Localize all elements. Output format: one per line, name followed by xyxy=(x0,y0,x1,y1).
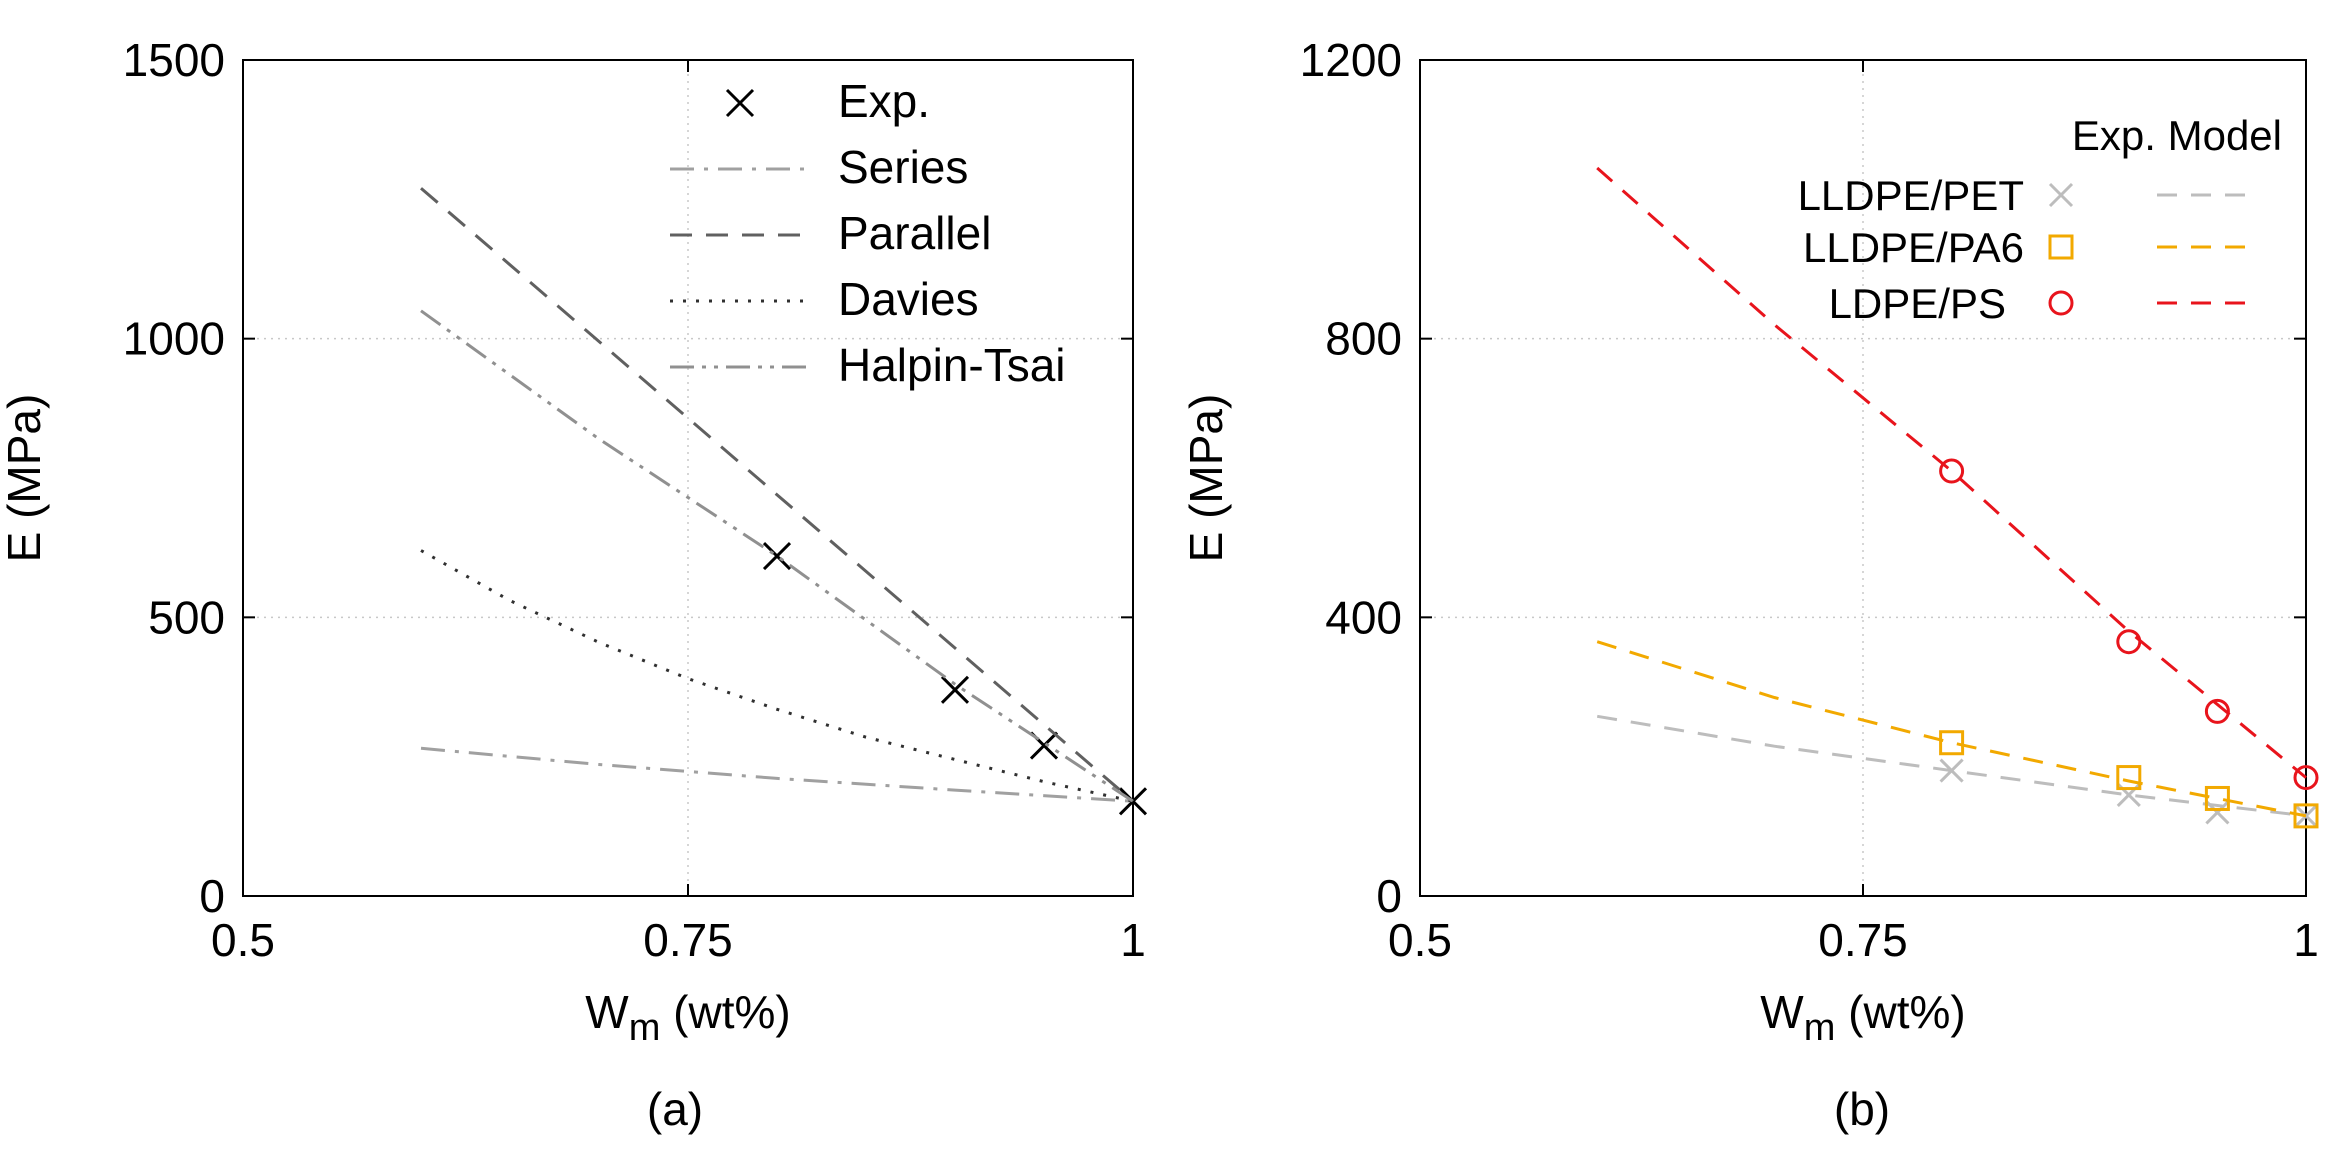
grid-b xyxy=(1420,60,2306,896)
legend-b-label-lldpe-pet: LLDPE/PET xyxy=(1798,172,2024,219)
legend-a-label-parallel: Parallel xyxy=(838,207,991,259)
series-b-lldpe-pa6-point-0 xyxy=(1939,730,1965,756)
tick-label-a-x-1: 0.75 xyxy=(643,914,733,966)
series-b-lldpe-pet-point-2 xyxy=(2205,800,2230,825)
series-a xyxy=(420,187,1148,816)
series-b-ldpe-ps-point-0 xyxy=(1939,458,1965,484)
legend-a: Exp. Series Parallel Davies Halpin-Tsai xyxy=(670,75,1066,391)
series-b-ldpe-ps-point-2 xyxy=(2204,698,2230,724)
y-axis-label-a: E (MPa) xyxy=(0,394,50,563)
tick-label-a-y-2: 1000 xyxy=(123,313,225,365)
tick-label-a-x-0: 0.5 xyxy=(211,914,275,966)
series-b-lldpe-pa6-point-2 xyxy=(2204,785,2230,811)
series-b-lldpe-pet-point-0 xyxy=(1939,758,1964,783)
series-b-lldpe-pa6-point-3 xyxy=(2293,803,2319,829)
legend-b-exp-swatch-ldpe-ps xyxy=(2048,290,2074,316)
tick-label-b-x-1: 0.75 xyxy=(1818,914,1908,966)
caption-b: (b) xyxy=(1834,1083,1890,1135)
legend-b-exp-swatch-lldpe-pet xyxy=(2048,182,2074,208)
caption-a: (a) xyxy=(647,1083,703,1135)
series-a-exp-point-1 xyxy=(940,675,970,704)
legend-a-label-series: Series xyxy=(838,141,968,193)
tick-label-a-y-1: 500 xyxy=(148,591,225,643)
grid-a xyxy=(243,60,1133,896)
tick-label-a-y-0: 0 xyxy=(199,870,225,922)
x-axis-label-b-unit: (wt%) xyxy=(1835,986,1965,1038)
tick-label-b-y-0: 0 xyxy=(1376,870,1402,922)
series-a-exp-point-0 xyxy=(762,541,792,571)
series-b-ldpe-ps-point-3 xyxy=(2293,765,2319,791)
series-a-halpin-tsai-line xyxy=(420,309,1134,803)
tick-label-b-y-2: 800 xyxy=(1325,313,1402,365)
x-axis-label-a-unit: (wt%) xyxy=(660,986,790,1038)
x-axis-label-b-sub: m xyxy=(1804,1007,1836,1049)
legend-b-label-ldpe-ps: LDPE/PS xyxy=(1829,280,2006,327)
x-axis-label-b: Wm (wt%) xyxy=(1760,986,1965,1049)
series-a-parallel-line xyxy=(420,187,1134,803)
tick-label-b-y-3: 1200 xyxy=(1300,34,1402,86)
series-a-series-line xyxy=(420,746,1134,803)
x-axis-label-a: Wm (wt%) xyxy=(585,986,790,1049)
x-axis-label-a-main: W xyxy=(585,986,629,1038)
plot-frame-a xyxy=(242,59,1134,897)
panel-a: 0.5 0.75 1 0 500 1000 1500 E (MPa) Wm (wt%) Ex… xyxy=(0,34,1148,1135)
legend-b-label-lldpe-pa6: LLDPE/PA6 xyxy=(1803,224,2024,271)
series-b-lldpe-pa6-point-1 xyxy=(2116,765,2142,791)
x-axis-label-a-sub: m xyxy=(629,1007,661,1049)
legend-a-label-halpin-tsai: Halpin-Tsai xyxy=(838,339,1066,391)
legend-a-swatch-exp xyxy=(725,88,755,118)
series-a-davies-line xyxy=(420,549,1134,803)
series-b-lldpe-pa6-model-line xyxy=(1596,640,2307,818)
legend-b: Exp. Model LLDPE/PET LLDPE/PA6 LDPE/PS xyxy=(1798,112,2282,327)
tick-label-a-x-2: 1 xyxy=(1120,914,1146,966)
ticks-a: 0.5 0.75 1 0 500 1000 1500 xyxy=(123,34,1146,966)
legend-a-label-davies: Davies xyxy=(838,273,979,325)
legend-a-label-exp: Exp. xyxy=(838,75,930,127)
tick-label-b-y-1: 400 xyxy=(1325,591,1402,643)
ticks-b: 0.5 0.75 1 0 400 800 1200 xyxy=(1300,34,2319,966)
series-b xyxy=(1596,166,2319,829)
y-axis-label-b: E (MPa) xyxy=(1180,394,1232,563)
tick-label-a-y-3: 1500 xyxy=(123,34,225,86)
tick-label-b-x-2: 1 xyxy=(2293,914,2319,966)
panel-b: 0.5 0.75 1 0 400 800 1200 E (MPa) Wm (wt%) Exp… xyxy=(1180,34,2319,1135)
tick-label-b-x-0: 0.5 xyxy=(1388,914,1452,966)
legend-b-header: Exp. Model xyxy=(2072,112,2282,159)
series-b-ldpe-ps-point-1 xyxy=(2116,629,2142,655)
legend-b-exp-swatch-lldpe-pa6 xyxy=(2048,234,2074,260)
x-axis-label-b-main: W xyxy=(1760,986,1804,1038)
